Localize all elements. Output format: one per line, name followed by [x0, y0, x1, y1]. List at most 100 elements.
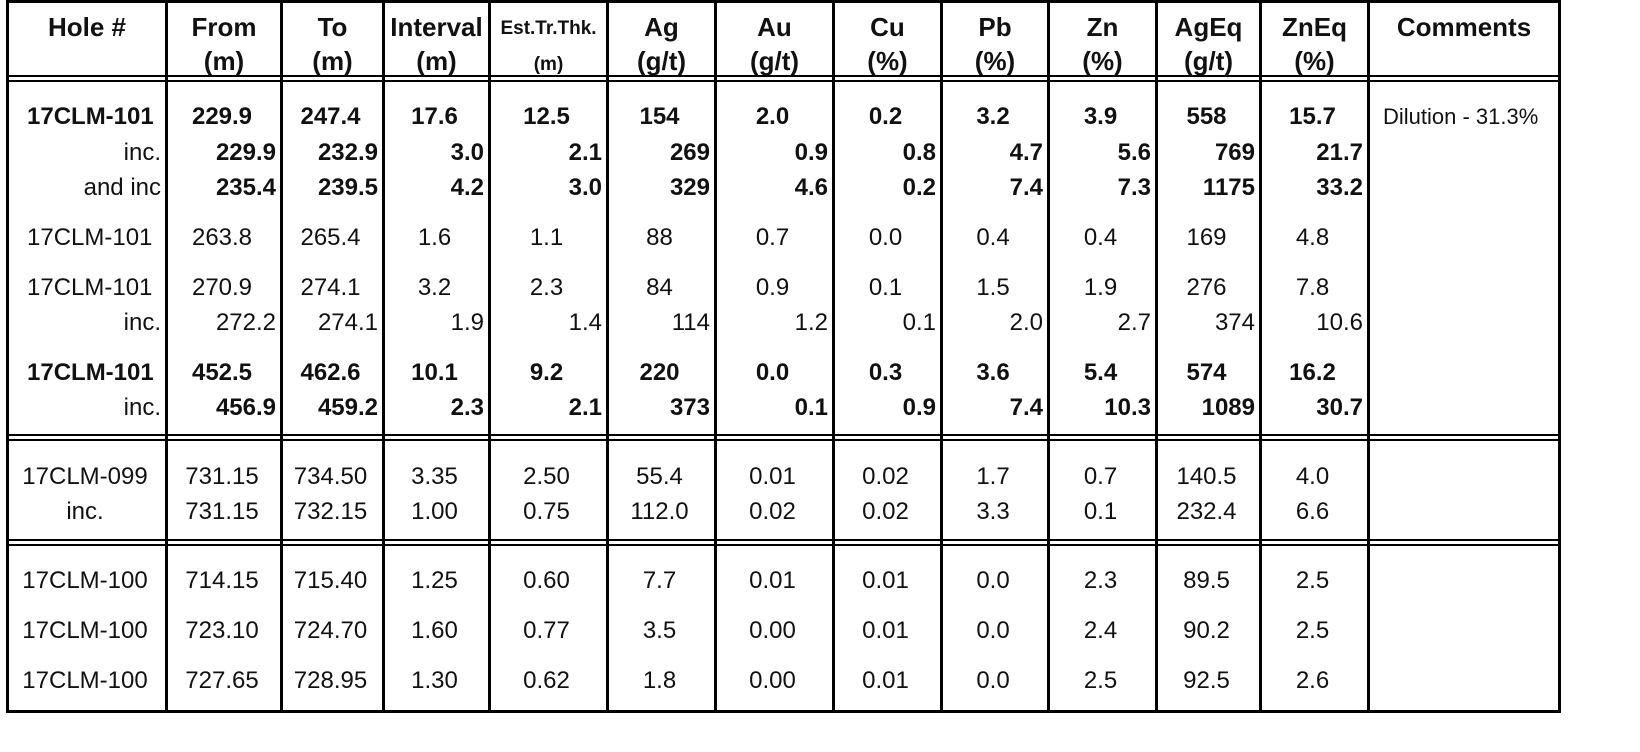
value-cell-au: 0.01: [749, 567, 796, 594]
column-divider: [1558, 0, 1561, 712]
value-cell-zn: 0.7: [1083, 463, 1118, 490]
column-divider: [1367, 0, 1370, 712]
value-cell-est: 2.1: [568, 139, 602, 166]
value-cell-zneq: 4.8: [1295, 224, 1330, 251]
value-cell-pb: 0.0: [976, 567, 1010, 594]
value-cell-zn: 0.1: [1083, 498, 1118, 525]
value-cell-to: 247.4: [300, 103, 361, 130]
value-cell-from: 270.9: [191, 274, 253, 301]
value-cell-zn: 2.4: [1083, 617, 1118, 644]
column-unit-ag: (g/t): [636, 46, 687, 76]
value-cell-from: 456.9: [215, 394, 276, 421]
value-cell-from: 714.15: [185, 567, 259, 594]
value-cell-cu: 0.01: [862, 567, 909, 594]
value-cell-au: 1.2: [794, 309, 828, 336]
value-cell-zneq: 2.5: [1295, 617, 1330, 644]
value-cell-interval: 3.0: [450, 139, 484, 166]
column-header-interval: Interval: [390, 12, 483, 42]
column-header-ag: Ag: [644, 12, 679, 42]
value-cell-ag: 220: [639, 359, 680, 386]
value-cell-au: 0.02: [749, 498, 796, 525]
value-cell-interval: 17.6: [411, 103, 458, 130]
value-cell-pb: 3.6: [976, 359, 1010, 386]
value-cell-ageq: 276: [1186, 274, 1227, 301]
column-divider: [1047, 0, 1050, 712]
value-cell-ageq: 769: [1214, 139, 1255, 166]
value-cell-zn: 5.6: [1117, 139, 1151, 166]
value-cell-pb: 0.0: [976, 617, 1010, 644]
value-cell-ageq: 574: [1186, 359, 1227, 386]
value-cell-zn: 0.4: [1083, 224, 1118, 251]
hole-id-cell: inc.: [123, 139, 161, 166]
hole-id-cell: 17CLM-101: [27, 224, 153, 251]
hole-id-cell: and inc: [83, 174, 161, 201]
value-cell-interval: 1.9: [450, 309, 484, 336]
row-divider: [6, 80, 1561, 82]
value-cell-pb: 1.5: [976, 274, 1010, 301]
hole-id-cell: inc.: [66, 498, 104, 525]
value-cell-au: 0.0: [755, 359, 790, 386]
value-cell-cu: 0.01: [862, 617, 909, 644]
value-cell-ageq: 140.5: [1176, 463, 1237, 490]
column-unit-to: (m): [312, 46, 353, 76]
value-cell-ageq: 1089: [1201, 394, 1255, 421]
value-cell-est: 1.4: [568, 309, 602, 336]
hole-id-cell: 17CLM-100: [22, 667, 148, 694]
column-unit-au: (g/t): [749, 46, 800, 76]
hole-id-cell: 17CLM-100: [22, 567, 148, 594]
value-cell-ag: 114: [671, 309, 710, 336]
column-unit-zneq: (%): [1294, 46, 1335, 76]
row-divider: [6, 0, 1561, 3]
value-cell-ag: 154: [639, 103, 680, 130]
value-cell-zneq: 10.6: [1316, 309, 1363, 336]
value-cell-zn: 1.9: [1083, 274, 1118, 301]
column-divider: [165, 0, 168, 712]
value-cell-from: 229.9: [215, 139, 276, 166]
value-cell-cu: 0.02: [862, 498, 909, 525]
value-cell-ag: 269: [669, 139, 710, 166]
value-cell-est: 3.0: [568, 174, 602, 201]
column-divider: [606, 0, 609, 712]
value-cell-zn: 5.4: [1083, 359, 1118, 386]
value-cell-interval: 1.6: [417, 224, 452, 251]
value-cell-interval: 1.25: [411, 567, 458, 594]
row-divider: [6, 439, 1561, 441]
value-cell-ag: 55.4: [636, 463, 683, 490]
value-cell-ageq: 90.2: [1183, 617, 1230, 644]
value-cell-au: 4.6: [794, 174, 828, 201]
column-header-ageq: AgEq: [1174, 12, 1243, 42]
value-cell-ageq: 232.4: [1176, 498, 1237, 525]
value-cell-est: 0.62: [523, 667, 570, 694]
value-cell-zneq: 30.7: [1316, 394, 1363, 421]
comment-cell: Dilution - 31.3%: [1383, 104, 1539, 129]
column-header-from: From: [191, 12, 257, 42]
column-header-pb: Pb: [978, 12, 1012, 42]
value-cell-zneq: 4.0: [1295, 463, 1330, 490]
hole-id-cell: 17CLM-099: [22, 463, 148, 490]
value-cell-pb: 1.7: [976, 463, 1010, 490]
column-unit-from: (m): [203, 46, 245, 76]
value-cell-cu: 0.1: [902, 309, 936, 336]
value-cell-au: 0.01: [749, 463, 796, 490]
value-cell-ag: 373: [669, 394, 710, 421]
value-cell-interval: 4.2: [450, 174, 484, 201]
hole-id-cell: inc.: [123, 394, 161, 421]
value-cell-pb: 4.7: [1009, 139, 1043, 166]
value-cell-zn: 7.3: [1117, 174, 1151, 201]
value-cell-cu: 0.1: [868, 274, 903, 301]
value-cell-interval: 3.2: [417, 274, 452, 301]
value-cell-ag: 1.8: [642, 667, 677, 694]
value-cell-zn: 2.7: [1117, 309, 1151, 336]
hole-id-cell: 17CLM-100: [22, 617, 148, 644]
value-cell-interval: 1.60: [411, 617, 458, 644]
value-cell-zneq: 33.2: [1316, 174, 1363, 201]
value-cell-ageq: 92.5: [1183, 667, 1230, 694]
value-cell-au: 0.9: [755, 274, 790, 301]
column-header-est: Est.Tr.Thk.: [500, 18, 597, 39]
value-cell-cu: 0.0: [868, 224, 903, 251]
column-header-zn: Zn: [1086, 12, 1119, 42]
value-cell-cu: 0.02: [862, 463, 909, 490]
column-header-comments: Comments: [1396, 12, 1532, 42]
value-cell-au: 0.00: [749, 617, 796, 644]
